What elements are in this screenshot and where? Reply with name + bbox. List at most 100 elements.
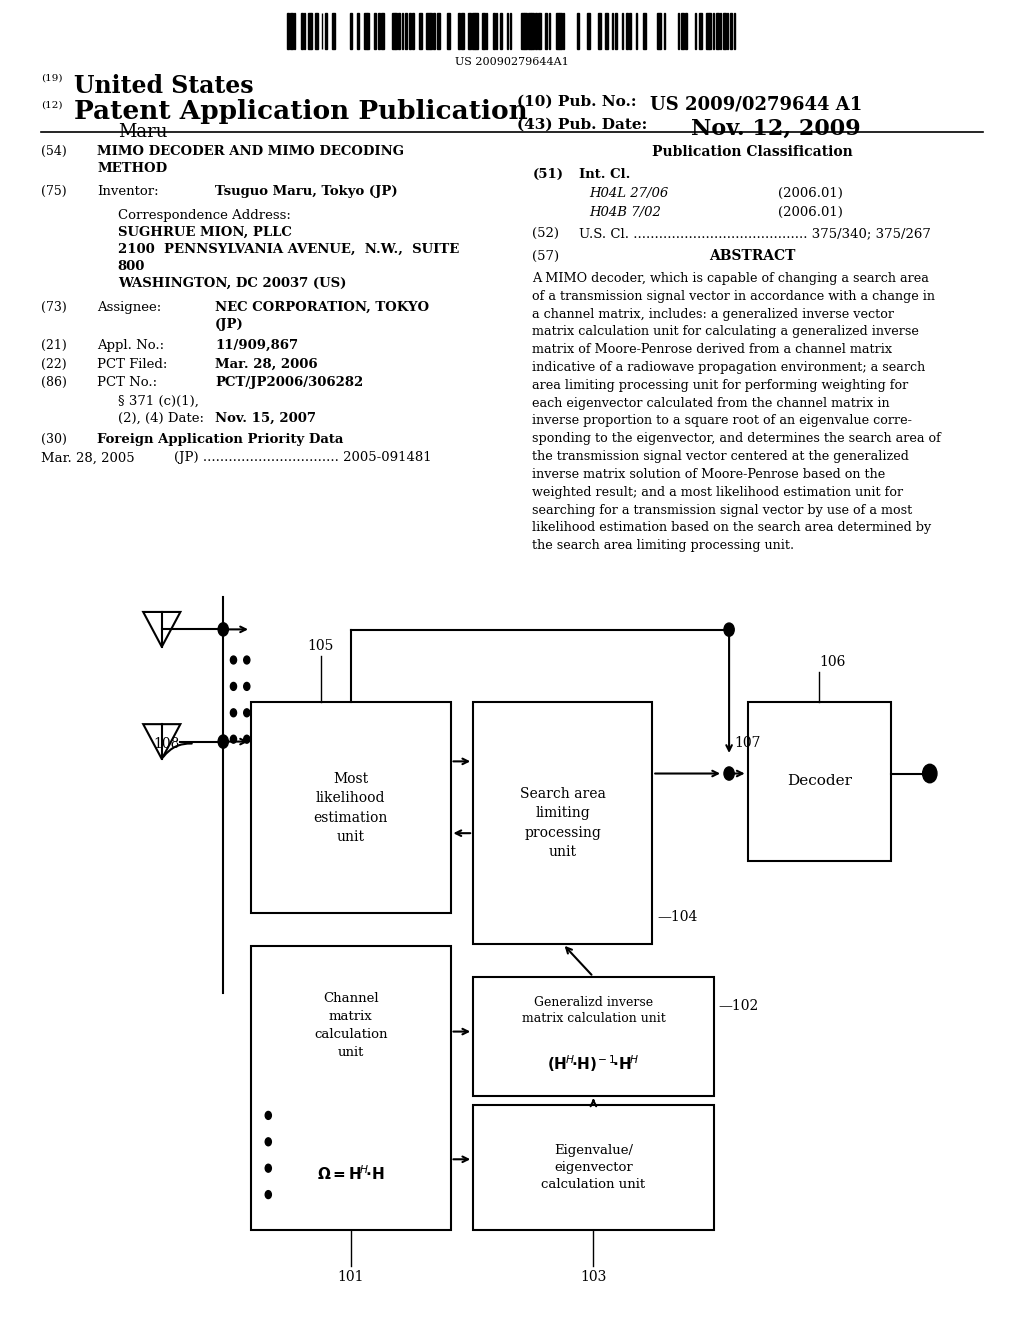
Text: inverse matrix solution of Moore-Penrose based on the: inverse matrix solution of Moore-Penrose… [532,467,886,480]
Bar [468,13,471,49]
Bar [406,13,407,49]
Text: (57): (57) [532,249,559,263]
Bar [556,13,559,49]
Text: (JP) ................................ 2005-091481: (JP) ................................ 20… [174,451,432,465]
Bar [545,13,547,49]
Text: sponding to the eigenvector, and determines the search area of: sponding to the eigenvector, and determi… [532,432,941,445]
Bar [482,13,485,49]
Text: Patent Application Publication: Patent Application Publication [74,99,527,124]
Text: (2006.01): (2006.01) [778,206,843,219]
Text: PCT Filed:: PCT Filed: [97,358,168,371]
Text: Most
likelihood
estimation
unit: Most likelihood estimation unit [313,772,388,843]
Text: area limiting processing unit for performing weighting for: area limiting processing unit for perfor… [532,379,908,392]
Bar [314,13,317,49]
Text: H04L 27/06: H04L 27/06 [589,187,668,201]
Text: 106: 106 [819,655,846,669]
Circle shape [244,709,250,717]
Bar [433,13,435,49]
Text: United States: United States [74,74,253,98]
Text: Publication Classification: Publication Classification [652,145,853,160]
Bar [657,13,659,49]
Text: (22): (22) [41,358,67,371]
Circle shape [230,709,237,717]
Text: the transmission signal vector centered at the generalized: the transmission signal vector centered … [532,450,909,463]
Text: indicative of a radiowave propagation environment; a search: indicative of a radiowave propagation en… [532,360,926,374]
Bar [301,13,303,49]
Bar [500,13,503,49]
Text: Foreign Application Priority Data: Foreign Application Priority Data [97,433,344,446]
Text: (54): (54) [41,145,67,158]
Bar [539,13,542,49]
Bar [326,13,327,49]
Text: likelihood estimation based on the search area determined by: likelihood estimation based on the searc… [532,521,932,535]
Text: 103: 103 [581,1270,606,1284]
Text: (30): (30) [41,433,67,446]
Bar [332,13,335,49]
Bar [587,13,590,49]
Text: Nov. 12, 2009: Nov. 12, 2009 [691,117,861,140]
Bar [598,13,601,49]
Text: Correspondence Address:: Correspondence Address: [118,209,291,222]
Text: —104: —104 [657,909,697,924]
Bar [710,13,711,49]
Text: Channel
matrix
calculation
unit: Channel matrix calculation unit [314,993,387,1060]
Text: Nov. 15, 2007: Nov. 15, 2007 [215,412,316,425]
Bar [664,13,666,49]
Text: Maru: Maru [118,123,167,141]
Text: matrix calculation unit for calculating a generalized inverse: matrix calculation unit for calculating … [532,325,920,338]
Bar [391,13,394,49]
Bar [251,702,451,913]
Bar [604,13,607,49]
Bar [413,13,414,49]
Text: $\mathbf{(H}^{\!\mathit{H}}\!\mathbf{\cdot H)}^{\!-1}\!\mathbf{\cdot H}^{\!\math: $\mathbf{(H}^{\!\mathit{H}}\!\mathbf{\cd… [547,1053,640,1074]
Text: Decoder: Decoder [786,775,852,788]
Bar [437,13,440,49]
Bar [531,13,534,49]
Text: (51): (51) [532,168,563,181]
Bar [307,13,310,49]
Circle shape [244,735,250,743]
Bar [378,13,380,49]
Text: MIMO DECODER AND MIMO DECODING: MIMO DECODER AND MIMO DECODING [97,145,404,158]
Bar [562,13,564,49]
Circle shape [244,656,250,664]
Text: 11/909,867: 11/909,867 [215,339,298,352]
Bar [681,13,684,49]
Text: (73): (73) [41,301,67,314]
Text: (19): (19) [41,74,62,83]
Bar [349,13,352,49]
Text: a channel matrix, includes: a generalized inverse vector: a channel matrix, includes: a generalize… [532,308,895,321]
Bar [727,13,728,49]
Bar [472,13,475,49]
Bar [730,13,732,49]
Bar [356,13,359,49]
Text: Tsuguo Maru, Tokyo (JP): Tsuguo Maru, Tokyo (JP) [215,185,397,198]
Text: 2100  PENNSYLVANIA AVENUE,  N.W.,  SUITE: 2100 PENNSYLVANIA AVENUE, N.W., SUITE [118,243,459,256]
Text: weighted result; and a most likelihood estimation unit for: weighted result; and a most likelihood e… [532,486,903,499]
Circle shape [265,1138,271,1146]
Bar [507,13,508,49]
Circle shape [218,623,228,636]
Text: (52): (52) [532,227,559,240]
Text: Search area
limiting
processing
unit: Search area limiting processing unit [520,787,605,859]
Text: (43) Pub. Date:: (43) Pub. Date: [517,117,647,132]
Bar [409,13,411,49]
Circle shape [724,623,734,636]
Text: § 371 (c)(1),: § 371 (c)(1), [118,395,199,408]
Bar [626,13,628,49]
Bar [527,13,530,49]
Text: H04B 7/02: H04B 7/02 [589,206,660,219]
Text: SUGHRUE MION, PLLC: SUGHRUE MION, PLLC [118,226,292,239]
Circle shape [230,735,237,743]
Text: each eigenvector calculated from the channel matrix in: each eigenvector calculated from the cha… [532,396,890,409]
Bar [473,977,714,1096]
Text: (2006.01): (2006.01) [778,187,843,201]
Text: searching for a transmission signal vector by use of a most: searching for a transmission signal vect… [532,503,912,516]
Bar [521,13,524,49]
Bar [524,13,527,49]
Bar [473,1105,714,1230]
Bar [685,13,687,49]
Bar [398,13,400,49]
Bar [706,13,709,49]
Bar [395,13,396,49]
